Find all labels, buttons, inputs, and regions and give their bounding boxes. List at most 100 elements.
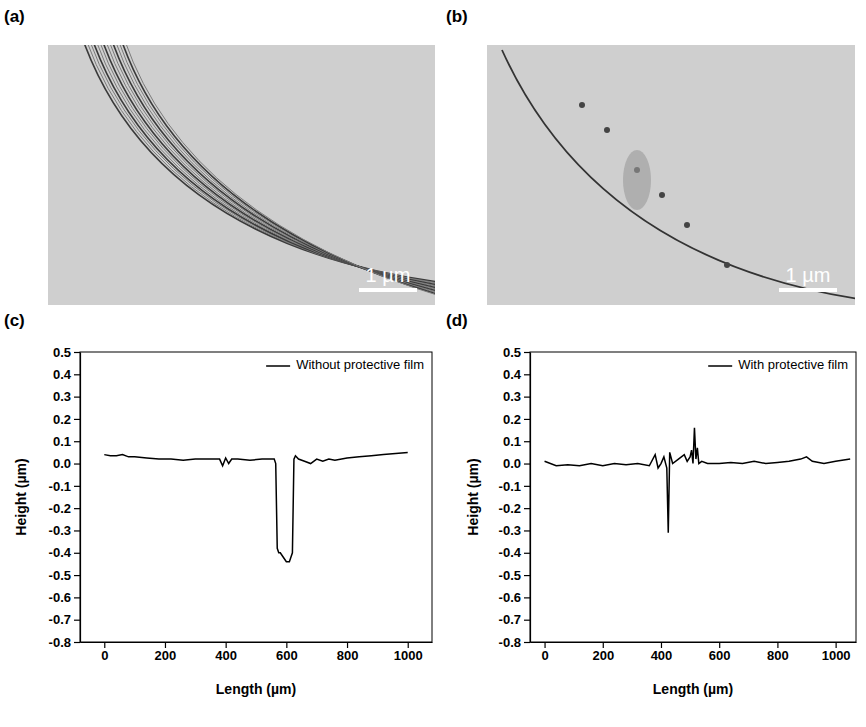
- micrograph: [48, 45, 435, 305]
- y-tick-mark: [74, 352, 80, 353]
- y-tick-label: -0.6: [499, 590, 521, 605]
- panel-label: (a): [4, 7, 25, 26]
- y-tick-label: -0.5: [49, 568, 71, 583]
- image-texture: [121, 45, 435, 296]
- y-axis: -0.8-0.7-0.6-0.5-0.4-0.3-0.2-0.10.00.10.…: [499, 345, 531, 650]
- x-tick-mark: [347, 642, 348, 648]
- image-texture: [93, 45, 435, 286]
- y-tick-mark: [74, 486, 80, 487]
- y-tick: 0.5: [503, 345, 530, 360]
- y-tick-mark: [524, 352, 530, 353]
- y-tick-mark: [74, 419, 80, 420]
- y-tick-label: -0.4: [499, 545, 522, 560]
- x-axis-line: [531, 642, 857, 643]
- y-tick: 0.4: [503, 367, 530, 382]
- y-tick-mark: [524, 620, 530, 621]
- y-tick-label: -0.8: [49, 635, 71, 650]
- y-tick-mark: [74, 575, 80, 576]
- x-tick-label: 400: [215, 648, 237, 663]
- panel-label: (b): [446, 7, 468, 26]
- image-texture: [105, 45, 435, 291]
- y-tick-label: -0.4: [49, 545, 72, 560]
- plot-frame: [80, 352, 432, 642]
- legend-label: Without protective film: [296, 357, 424, 372]
- x-tick: 200: [155, 642, 177, 663]
- x-tick-label: 600: [709, 648, 731, 663]
- panel-label: (d): [446, 311, 468, 330]
- y-tick-label: 0.3: [53, 389, 71, 404]
- y-tick-label: 0.5: [53, 345, 71, 360]
- x-tick: 800: [337, 642, 359, 663]
- y-tick-mark: [524, 374, 530, 375]
- y-tick: 0.3: [503, 389, 530, 404]
- y-tick-label: -0.3: [499, 523, 521, 538]
- x-tick-mark: [226, 642, 227, 648]
- image-texture: [96, 45, 435, 287]
- x-tick: 600: [276, 642, 298, 663]
- y-tick: -0.5: [49, 568, 80, 583]
- x-tick-mark: [286, 642, 287, 648]
- y-axis-line: [530, 353, 531, 643]
- y-tick: 0.2: [503, 412, 530, 427]
- image-texture: [102, 45, 435, 290]
- x-tick: 400: [651, 642, 673, 663]
- y-tick-mark: [74, 597, 80, 598]
- data-line: [545, 428, 851, 533]
- image-texture: [604, 127, 610, 133]
- y-tick: 0.1: [53, 434, 80, 449]
- y-tick: 0.0: [53, 456, 80, 471]
- y-tick-label: -0.2: [49, 501, 71, 516]
- y-tick-mark: [74, 463, 80, 464]
- x-tick-mark: [603, 642, 604, 648]
- y-axis-title: Height (µm): [465, 458, 481, 535]
- y-tick-label: 0.0: [53, 456, 71, 471]
- y-tick: 0.5: [53, 345, 80, 360]
- x-tick-label: 800: [767, 648, 789, 663]
- micrograph: [487, 45, 855, 305]
- image-texture: [125, 45, 435, 298]
- y-tick: -0.1: [499, 479, 530, 494]
- y-tick: -0.8: [49, 635, 80, 650]
- image-texture: [684, 222, 690, 228]
- x-tick-label: 200: [155, 648, 177, 663]
- figure: (a)(b)(c)(d)1 µm1 µm02004006008001000-0.…: [0, 0, 866, 727]
- y-tick: 0.1: [503, 434, 530, 449]
- y-tick: -0.6: [499, 590, 530, 605]
- y-tick-label: 0.2: [503, 412, 521, 427]
- y-tick: -0.2: [499, 501, 530, 516]
- x-tick: 0: [541, 642, 548, 663]
- y-tick: -0.5: [499, 568, 530, 583]
- y-tick: 0.3: [53, 389, 80, 404]
- y-tick: -0.6: [49, 590, 80, 605]
- x-axis-title: Length (µm): [216, 681, 296, 697]
- y-tick-label: -0.6: [49, 590, 71, 605]
- image-texture: [623, 150, 651, 210]
- y-tick: 0.4: [53, 367, 80, 382]
- x-tick-mark: [777, 642, 778, 648]
- y-tick-mark: [74, 530, 80, 531]
- x-tick-label: 0: [101, 648, 108, 663]
- plot-area: [545, 428, 851, 533]
- x-tick-mark: [661, 642, 662, 648]
- y-tick-mark: [524, 597, 530, 598]
- x-tick-label: 1000: [394, 648, 423, 663]
- scale-bar: [359, 288, 417, 292]
- y-tick-label: 0.3: [503, 389, 521, 404]
- y-axis-title: Height (µm): [13, 458, 29, 535]
- x-axis-title: Length (µm): [653, 681, 733, 697]
- y-tick-label: -0.1: [499, 479, 521, 494]
- x-tick-mark: [544, 642, 545, 648]
- x-tick-mark: [408, 642, 409, 648]
- image-texture: [502, 50, 855, 300]
- y-tick-mark: [524, 397, 530, 398]
- y-tick-mark: [74, 508, 80, 509]
- x-tick: 400: [215, 642, 237, 663]
- plot-frame: [530, 352, 856, 642]
- legend-swatch: [708, 365, 732, 367]
- x-tick-label: 200: [592, 648, 614, 663]
- scale-bar-label: 1 µm: [366, 264, 411, 286]
- y-tick-mark: [74, 441, 80, 442]
- y-tick-label: -0.2: [499, 501, 521, 516]
- y-tick-label: 0.1: [503, 434, 521, 449]
- scale-bar: [779, 288, 837, 292]
